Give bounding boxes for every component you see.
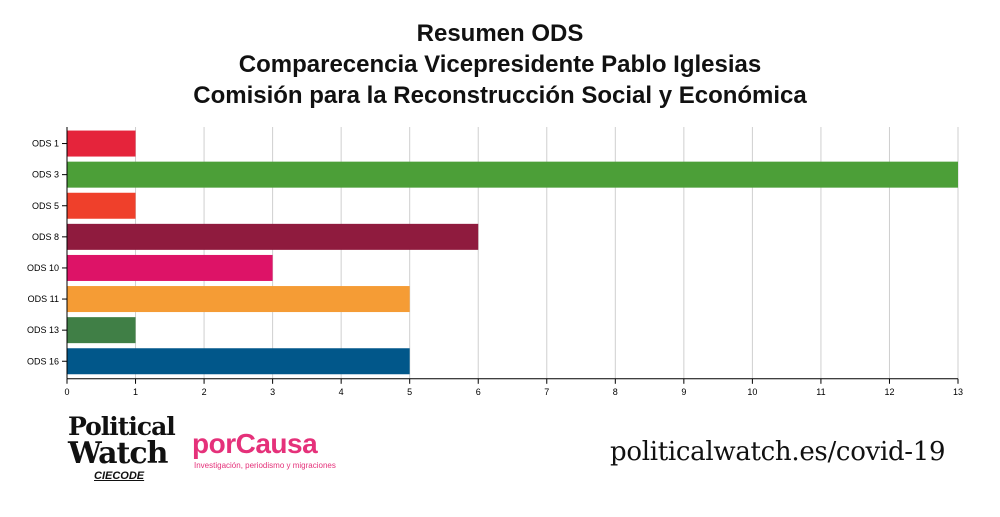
category-label: ODS 13: [27, 325, 59, 335]
political-watch-logo-line1: Political: [68, 412, 176, 441]
x-tick-label: 8: [613, 387, 618, 397]
bar-ods-3: [67, 161, 958, 188]
bar-ods-16: [67, 348, 410, 375]
x-tick-label: 7: [544, 387, 549, 397]
x-tick-label: 6: [476, 387, 481, 397]
title-line-1: Resumen ODS: [416, 20, 584, 47]
bar-chart: ODS 1 ODS 3 ODS 5 ODS 8 ODS 10 ODS 11 ODS 13 OD…: [27, 127, 963, 397]
x-tick-label: 9: [681, 387, 686, 397]
category-label: ODS 3: [32, 170, 59, 180]
category-label: ODS 8: [32, 232, 59, 242]
bar-ods-5: [67, 192, 136, 219]
porcausa-name: porCausa: [192, 428, 318, 459]
bar-ods-1: [67, 130, 136, 157]
category-label: ODS 11: [28, 294, 59, 304]
porcausa-tagline: Investigación, periodismo y migraciones: [194, 461, 336, 470]
x-tick-label: 12: [884, 387, 894, 397]
x-tick-label: 2: [202, 387, 207, 397]
category-label: ODS 5: [32, 201, 59, 211]
category-label: ODS 1: [32, 139, 59, 149]
category-label: ODS 10: [27, 263, 59, 273]
x-tick-label: 0: [64, 387, 69, 397]
bars: [67, 130, 958, 375]
political-watch-logo-line2: Watch: [68, 436, 168, 471]
x-tick-label: 11: [816, 387, 825, 397]
website-url[interactable]: politicalwatch.es/covid-19: [610, 437, 946, 467]
bar-ods-13: [67, 317, 136, 344]
title-line-2: Comparecencia Vicepresidente Pablo Igles…: [238, 51, 762, 78]
x-tick-label: 1: [133, 387, 138, 397]
political-watch-logo: Political Watch CIECODE: [68, 412, 188, 482]
x-axis-ticks: 0 1 2 3 4 5 6 7 8 9 10 11 12 13: [64, 127, 963, 397]
chart-title: Resumen ODS Comparecencia Vicepresidente…: [0, 18, 1000, 111]
x-tick-label: 5: [407, 387, 412, 397]
x-tick-label: 13: [953, 387, 963, 397]
ciecode-label: CIECODE: [94, 470, 145, 482]
title-line-3: Comisión para la Reconstrucción Social y…: [193, 82, 807, 109]
x-tick-label: 3: [270, 387, 275, 397]
bar-ods-8: [67, 223, 479, 250]
category-labels: ODS 1 ODS 3 ODS 5 ODS 8 ODS 10 ODS 11 ODS 13 OD…: [27, 139, 67, 366]
porcausa-logo: porCausa Investigación, periodismo y mig…: [192, 428, 352, 473]
bar-ods-10: [67, 254, 273, 281]
x-tick-label: 10: [747, 387, 757, 397]
bar-ods-11: [67, 286, 410, 313]
category-label: ODS 16: [27, 356, 59, 366]
x-tick-label: 4: [339, 387, 344, 397]
